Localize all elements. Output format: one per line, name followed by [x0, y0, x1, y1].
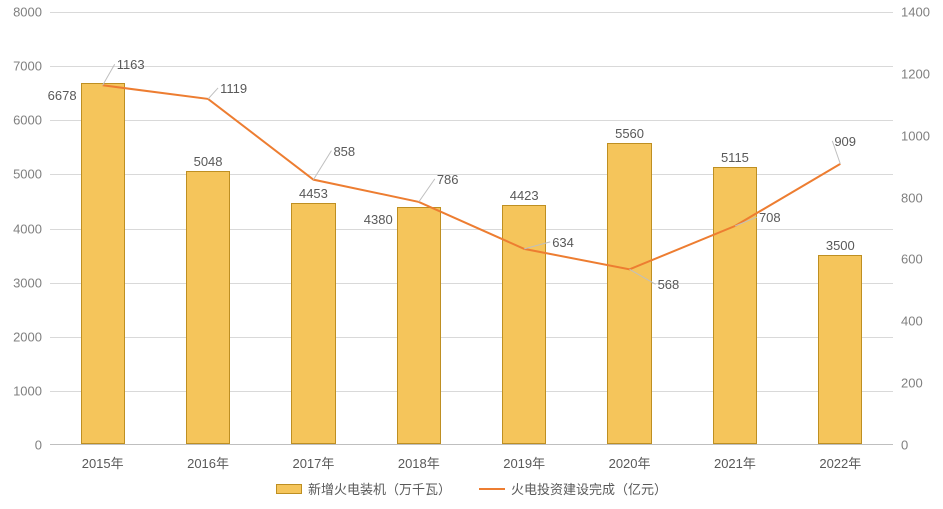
y-left-tick: 2000: [13, 329, 42, 344]
line-value-label: 1163: [117, 57, 145, 72]
line-value-label: 568: [658, 277, 680, 292]
x-tick: 2016年: [187, 453, 229, 472]
line-value-label: 708: [759, 210, 781, 225]
legend-item: 新增火电装机（万千瓦）: [276, 479, 451, 498]
y-left-tick: 3000: [13, 275, 42, 290]
y-right-tick: 1000: [901, 128, 930, 143]
y-left-tick: 6000: [13, 113, 42, 128]
line-value-label: 634: [552, 235, 574, 250]
legend: 新增火电装机（万千瓦） 火电投资建设完成（亿元）: [0, 479, 943, 498]
line-value-label: 1119: [220, 81, 247, 96]
x-tick: 2022年: [819, 453, 861, 472]
y-left-tick: 5000: [13, 167, 42, 182]
y-left-tick: 0: [35, 438, 42, 453]
combo-chart: 0 1000 2000 3000 4000 5000 6000 7000 8000 0 200 400…: [0, 0, 943, 509]
x-tick: 2015年: [82, 453, 124, 472]
x-tick: 2017年: [292, 453, 334, 472]
line-value-label: 786: [437, 172, 459, 187]
legend-label: 火电投资建设完成（亿元）: [511, 479, 667, 498]
y-right-tick: 800: [901, 190, 923, 205]
y-right-tick: 400: [901, 314, 923, 329]
line-value-label: 909: [834, 134, 856, 149]
x-tick: 2020年: [609, 453, 651, 472]
x-tick: 2019年: [503, 453, 545, 472]
line-value-label: 858: [333, 144, 355, 159]
legend-swatch-line-icon: [479, 488, 505, 490]
legend-swatch-bar-icon: [276, 484, 302, 494]
y-left-tick: 7000: [13, 59, 42, 74]
plot-area: 0100020003000400050006000700080000200400…: [50, 12, 893, 445]
legend-item: 火电投资建设完成（亿元）: [479, 479, 667, 498]
y-left-tick: 8000: [13, 5, 42, 20]
y-left-tick: 4000: [13, 221, 42, 236]
y-right-tick: 1200: [901, 66, 930, 81]
y-right-tick: 0: [901, 438, 908, 453]
y-right-tick: 1400: [901, 5, 930, 20]
y-right-tick: 600: [901, 252, 923, 267]
x-tick: 2018年: [398, 453, 440, 472]
line-series: [50, 12, 893, 445]
y-right-tick: 200: [901, 376, 923, 391]
y-left-tick: 1000: [13, 383, 42, 398]
legend-label: 新增火电装机（万千瓦）: [308, 479, 451, 498]
x-tick: 2021年: [714, 453, 756, 472]
